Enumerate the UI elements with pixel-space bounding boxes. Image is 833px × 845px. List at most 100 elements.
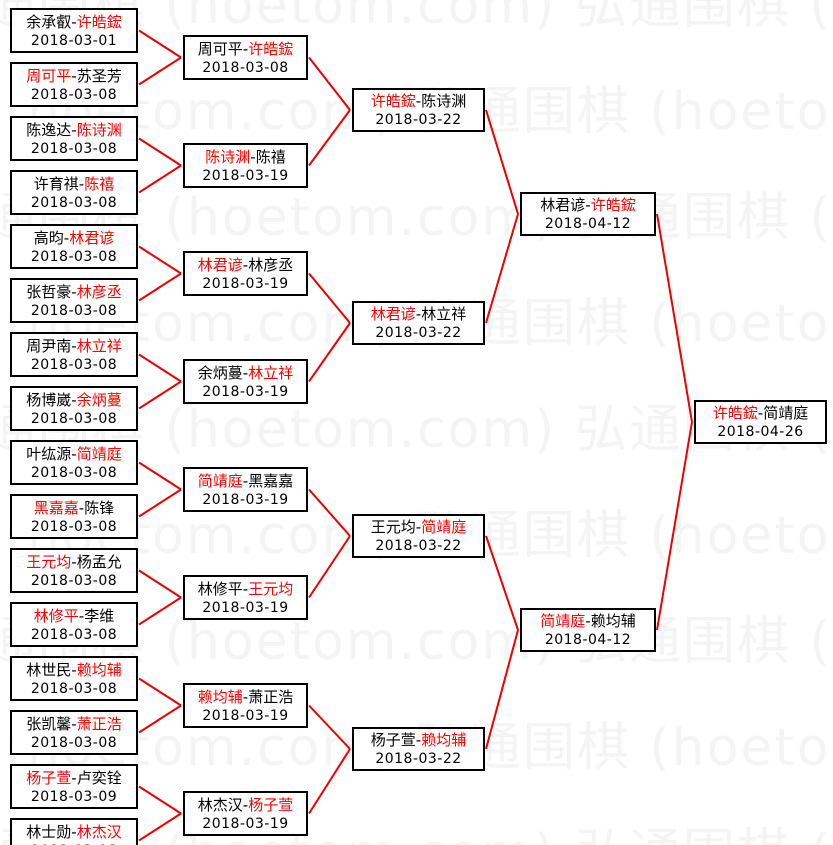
match-box[interactable]: 叶纮源-简靖庭 2018-03-08 — [10, 440, 138, 485]
match-box[interactable]: 黑嘉嘉-陈锋 2018-03-08 — [10, 494, 138, 539]
match-date: 2018-03-08 — [30, 356, 118, 373]
match-box[interactable]: 林修平-李维 2018-03-08 — [10, 602, 138, 647]
match-date: 2018-04-12 — [544, 632, 632, 648]
match-box[interactable]: 杨子萱-卢奕铨 2018-03-09 — [10, 764, 138, 809]
player-right: 林彦丞 — [248, 255, 294, 274]
match-date: 2018-03-08 — [30, 194, 118, 211]
match-players: 陈诗渊-陈禧 — [205, 147, 285, 167]
match-box[interactable]: 林士勋-林杰汉2018-03-08 — [10, 818, 138, 845]
player-left: 林君谚 — [370, 305, 416, 323]
match-box[interactable]: 周尹南-林立祥 2018-03-08 — [10, 332, 138, 377]
match-box[interactable]: 余承叡-许皓鋐 2018-03-01 — [10, 8, 138, 53]
match-players: 林君谚-许皓鋐 — [540, 195, 635, 215]
match-box[interactable]: 陈诗渊-陈禧 2018-03-19 — [183, 143, 308, 188]
match-box[interactable]: 许皓鋐-陈诗渊 2018-03-22 — [352, 88, 485, 132]
player-left: 高昀 — [33, 228, 64, 247]
match-date: 2018-03-09 — [30, 788, 118, 805]
match-players: 陈逸达-陈诗渊 — [26, 120, 121, 140]
player-right: 林彦丞 — [76, 282, 122, 301]
match-date: 2018-03-19 — [202, 815, 289, 832]
match-date: 2018-03-22 — [375, 538, 462, 554]
player-right: 萧正浩 — [248, 687, 294, 706]
player-right: 许皓鋐 — [248, 39, 294, 58]
player-left: 王元均 — [370, 518, 416, 536]
match-box[interactable]: 林君谚-许皓鋐 2018-04-12 — [520, 192, 656, 236]
match-date: 2018-03-22 — [375, 112, 462, 128]
player-right: 林杰汉 — [76, 822, 122, 841]
match-box[interactable]: 林修平-王元均 2018-03-19 — [183, 575, 308, 620]
player-left: 许皓鋐 — [712, 404, 758, 422]
player-separator: - — [415, 518, 422, 536]
match-box[interactable]: 林杰汉-杨子萱 2018-03-19 — [183, 791, 308, 836]
player-left: 杨子萱 — [26, 768, 72, 787]
match-box[interactable]: 王元均-杨孟允 2018-03-08 — [10, 548, 138, 593]
player-separator: - — [242, 687, 249, 706]
match-box[interactable]: 许皓鋐-简靖庭 2018-04-26 — [694, 400, 827, 444]
match-box[interactable]: 林君谚-林立祥 2018-03-22 — [352, 301, 485, 345]
match-date: 2018-03-08 — [30, 86, 118, 103]
match-box[interactable]: 赖均辅-萧正浩 2018-03-19 — [183, 683, 308, 728]
match-players: 林君谚-林彦丞 — [198, 255, 293, 275]
match-box[interactable]: 简靖庭-赖均辅 2018-04-12 — [520, 608, 656, 652]
player-separator: - — [71, 768, 77, 787]
match-players: 余炳蔓-林立祥 — [198, 363, 293, 383]
match-date: 2018-03-22 — [375, 751, 462, 767]
match-date: 2018-03-08 — [30, 464, 118, 481]
player-left: 张凯馨 — [26, 714, 72, 733]
player-right: 陈锋 — [84, 498, 115, 517]
player-right: 简靖庭 — [421, 518, 467, 536]
match-players: 林君谚-林立祥 — [371, 304, 466, 324]
match-date: 2018-03-19 — [202, 167, 289, 184]
match-players: 赖均辅-萧正浩 — [198, 687, 293, 707]
player-right: 赖均辅 — [76, 660, 122, 679]
player-left: 简靖庭 — [197, 471, 243, 490]
player-left: 林士勋 — [26, 822, 72, 841]
player-left: 林修平 — [33, 606, 79, 625]
match-box[interactable]: 张哲豪-林彦丞 2018-03-08 — [10, 278, 138, 323]
player-separator: - — [78, 174, 85, 193]
player-right: 李维 — [84, 606, 115, 625]
match-box[interactable]: 简靖庭-黑嘉嘉 2018-03-19 — [183, 467, 308, 512]
player-separator: - — [71, 12, 77, 31]
player-right: 黑嘉嘉 — [248, 471, 294, 490]
player-right: 陈禧 — [84, 174, 115, 193]
match-box[interactable]: 林世民-赖均辅 2018-03-08 — [10, 656, 138, 701]
match-date: 2018-03-19 — [202, 383, 289, 400]
player-left: 周可平 — [197, 39, 243, 58]
player-separator: - — [585, 612, 591, 630]
player-separator: - — [585, 196, 591, 214]
match-box[interactable]: 余炳蔓-林立祥 2018-03-19 — [183, 359, 308, 404]
player-right: 林立祥 — [76, 336, 122, 355]
match-box[interactable]: 高昀-林君谚 2018-03-08 — [10, 224, 138, 269]
match-box[interactable]: 许育祺-陈禧 2018-03-08 — [10, 170, 138, 215]
player-left: 简靖庭 — [540, 612, 586, 630]
match-box[interactable]: 杨子萱-赖均辅 2018-03-22 — [352, 727, 485, 771]
player-right: 林君谚 — [69, 228, 115, 247]
player-left: 许育祺 — [33, 174, 79, 193]
match-date: 2018-04-26 — [717, 424, 804, 440]
player-left: 赖均辅 — [197, 687, 243, 706]
match-box[interactable]: 周可平-苏圣芳 2018-03-08 — [10, 62, 138, 107]
match-box[interactable]: 张凯馨-萧正浩 2018-03-08 — [10, 710, 138, 755]
match-box[interactable]: 陈逸达-陈诗渊 2018-03-08 — [10, 116, 138, 161]
match-players: 林杰汉-杨子萱 — [198, 795, 293, 815]
player-right: 陈诗渊 — [76, 120, 122, 139]
match-date: 2018-03-19 — [202, 599, 289, 616]
match-box[interactable]: 王元均-简靖庭 2018-03-22 — [352, 514, 485, 558]
player-right: 林立祥 — [248, 363, 294, 382]
match-players: 黑嘉嘉-陈锋 — [34, 498, 114, 518]
player-left: 余炳蔓 — [197, 363, 243, 382]
player-right: 简靖庭 — [763, 404, 809, 422]
match-players: 杨子萱-赖均辅 — [371, 730, 466, 750]
match-players: 周可平-许皓鋐 — [198, 39, 293, 59]
player-right: 林立祥 — [421, 305, 467, 323]
player-left: 陈诗渊 — [205, 147, 251, 166]
player-right: 萧正浩 — [76, 714, 122, 733]
player-left: 周尹南 — [26, 336, 72, 355]
player-separator: - — [71, 822, 77, 841]
player-left: 王元均 — [26, 552, 72, 571]
match-box[interactable]: 杨博崴-余炳蔓 2018-03-08 — [10, 386, 138, 431]
match-box[interactable]: 周可平-许皓鋐 2018-03-08 — [183, 35, 308, 80]
match-players: 周尹南-林立祥 — [26, 336, 121, 356]
match-box[interactable]: 林君谚-林彦丞 2018-03-19 — [183, 251, 308, 296]
